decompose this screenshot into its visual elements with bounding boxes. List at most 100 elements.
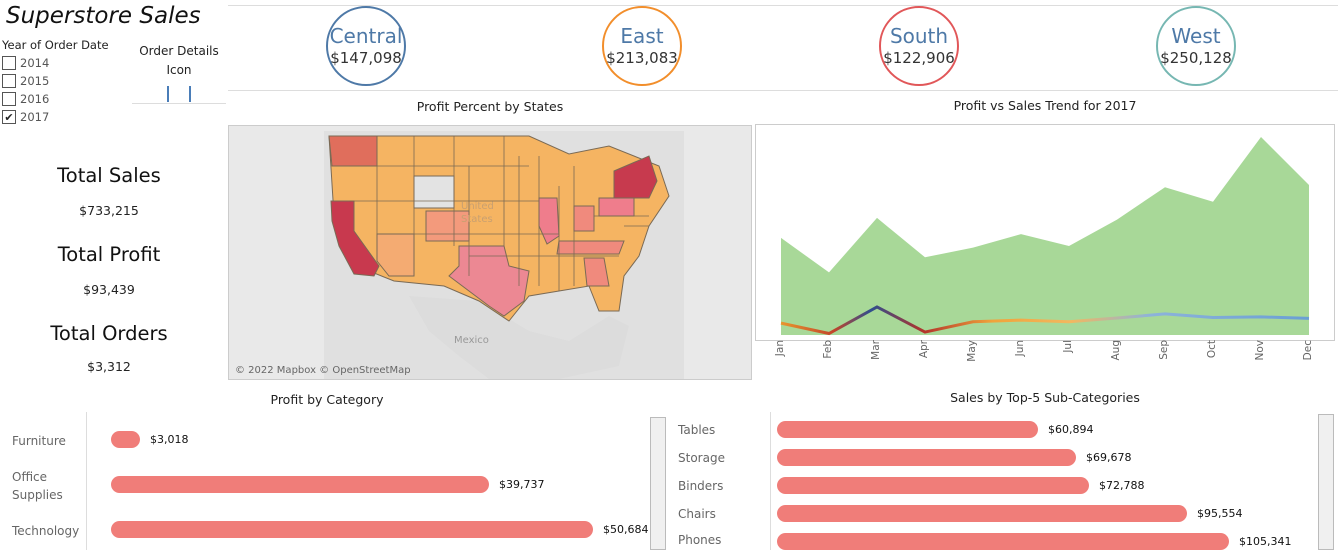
order-details-baseline bbox=[132, 103, 226, 104]
total-orders-value: $3,312 bbox=[87, 359, 131, 374]
region-name: South bbox=[889, 24, 949, 48]
region-name: Central bbox=[329, 24, 403, 48]
wyoming-state bbox=[413, 175, 455, 209]
region-top-rule bbox=[228, 5, 1338, 6]
trend-title: Profit vs Sales Trend for 2017 bbox=[953, 98, 1137, 113]
order-details-title: Order Details Icon bbox=[132, 42, 226, 80]
new-york-state bbox=[613, 155, 658, 199]
region-value: $250,128 bbox=[1160, 49, 1232, 67]
region-name: East bbox=[620, 24, 664, 48]
month-tick-label: Apr bbox=[918, 340, 930, 359]
checkbox-icon[interactable] bbox=[2, 92, 16, 106]
subcat-bar[interactable] bbox=[777, 505, 1187, 522]
subcat-value-label: $69,678 bbox=[1086, 451, 1132, 464]
total-orders-label: Total Orders bbox=[50, 322, 168, 345]
total-sales-label: Total Sales bbox=[57, 164, 161, 187]
region-value: $213,083 bbox=[606, 49, 678, 67]
order-details-title-line2: Icon bbox=[166, 63, 192, 77]
category-title: Profit by Category bbox=[270, 392, 384, 407]
region-east[interactable]: East $213,083 bbox=[602, 6, 682, 86]
subcat-label: Binders bbox=[678, 479, 724, 493]
georgia-state bbox=[583, 257, 610, 287]
category-value-label: $50,684 bbox=[603, 523, 649, 536]
region-south[interactable]: South $122,906 bbox=[879, 6, 959, 86]
category-value-label: $39,737 bbox=[499, 478, 545, 491]
year-option-2016[interactable]: 2016 bbox=[2, 90, 49, 108]
profit-map[interactable]: United States Mexico © 2022 Mapbox © Ope… bbox=[228, 125, 752, 380]
region-value: $122,906 bbox=[883, 49, 955, 67]
subcat-label: Storage bbox=[678, 451, 725, 465]
tennessee-state bbox=[556, 240, 625, 255]
subcat-value-label: $105,341 bbox=[1239, 535, 1292, 548]
checkbox-icon[interactable] bbox=[2, 56, 16, 70]
subcat-axis-line bbox=[770, 412, 771, 550]
total-profit-value: $93,439 bbox=[83, 282, 135, 297]
washington-state bbox=[328, 135, 378, 167]
order-details-bar-icon[interactable] bbox=[167, 86, 169, 102]
category-bar[interactable] bbox=[111, 521, 593, 538]
map-svg: United States Mexico © 2022 Mapbox © Ope… bbox=[229, 126, 751, 379]
year-option-label: 2017 bbox=[20, 110, 50, 124]
subcat-value-label: $72,788 bbox=[1099, 479, 1145, 492]
region-value: $147,098 bbox=[330, 49, 402, 67]
year-filter-title: Year of Order Date bbox=[2, 38, 109, 52]
checkbox-checked-icon[interactable]: ✔ bbox=[2, 110, 16, 124]
ohio-state bbox=[573, 205, 595, 232]
mexico-land bbox=[409, 296, 629, 379]
subcat-bar[interactable] bbox=[777, 421, 1038, 438]
region-bottom-rule bbox=[228, 90, 1338, 91]
month-tick-label: Sep bbox=[1158, 340, 1170, 360]
subcat-label: Phones bbox=[678, 533, 722, 547]
month-tick-label: Feb bbox=[822, 340, 834, 359]
subcat-bar[interactable] bbox=[777, 449, 1076, 466]
subcat-bar[interactable] bbox=[777, 477, 1089, 494]
category-axis-line bbox=[86, 412, 87, 550]
year-option-label: 2014 bbox=[20, 56, 50, 70]
checkbox-icon[interactable] bbox=[2, 74, 16, 88]
month-tick-label: Jul bbox=[1062, 340, 1074, 353]
trend-chart-svg bbox=[780, 137, 1310, 336]
year-option-label: 2015 bbox=[20, 74, 50, 88]
total-sales-value: $733,215 bbox=[79, 203, 139, 218]
year-option-2014[interactable]: 2014 bbox=[2, 54, 49, 72]
region-west[interactable]: West $250,128 bbox=[1156, 6, 1236, 86]
category-scrollbar[interactable] bbox=[650, 417, 666, 550]
subcat-bar[interactable] bbox=[777, 533, 1229, 550]
map-country-label: States bbox=[461, 214, 493, 225]
subcat-value-label: $60,894 bbox=[1048, 423, 1094, 436]
month-tick-label: May bbox=[966, 340, 978, 362]
subcat-title: Sales by Top-5 Sub-Categories bbox=[950, 390, 1140, 405]
category-bar[interactable] bbox=[111, 476, 489, 493]
month-tick-label: Oct bbox=[1206, 340, 1218, 359]
profit-line[interactable] bbox=[780, 305, 1310, 336]
month-tick-label: Aug bbox=[1110, 340, 1122, 361]
subcat-scrollbar[interactable] bbox=[1318, 414, 1334, 550]
map-mexico-label: Mexico bbox=[454, 335, 489, 346]
region-central[interactable]: Central $147,098 bbox=[326, 6, 406, 86]
trend-chart-panel[interactable] bbox=[755, 124, 1335, 341]
total-profit-label: Total Profit bbox=[57, 243, 161, 266]
subcat-label: Chairs bbox=[678, 507, 716, 521]
month-tick-label: Nov bbox=[1254, 340, 1266, 361]
sales-area[interactable] bbox=[781, 137, 1309, 335]
category-label: Technology bbox=[12, 524, 80, 538]
map-country-label: United bbox=[461, 201, 494, 212]
map-attribution: © 2022 Mapbox © OpenStreetMap bbox=[235, 365, 411, 376]
region-name: West bbox=[1171, 24, 1221, 48]
category-value-label: $3,018 bbox=[150, 433, 189, 446]
year-option-2015[interactable]: 2015 bbox=[2, 72, 49, 90]
month-tick-label: Dec bbox=[1302, 340, 1314, 361]
dashboard-title: Superstore Sales bbox=[6, 3, 201, 29]
pennsylvania-state bbox=[598, 197, 635, 217]
month-tick-label: Mar bbox=[870, 340, 882, 360]
california-state bbox=[330, 200, 380, 277]
category-label: Furniture bbox=[12, 434, 66, 448]
category-bar[interactable] bbox=[111, 431, 140, 448]
year-option-2017[interactable]: ✔ 2017 bbox=[2, 108, 49, 126]
order-details-bar-icon[interactable] bbox=[189, 86, 191, 102]
order-details-title-line1: Order Details bbox=[139, 44, 219, 58]
map-title: Profit Percent by States bbox=[416, 99, 564, 114]
month-tick-label: Jan bbox=[774, 340, 786, 357]
subcat-value-label: $95,554 bbox=[1197, 507, 1243, 520]
month-tick-label: Jun bbox=[1014, 340, 1026, 357]
